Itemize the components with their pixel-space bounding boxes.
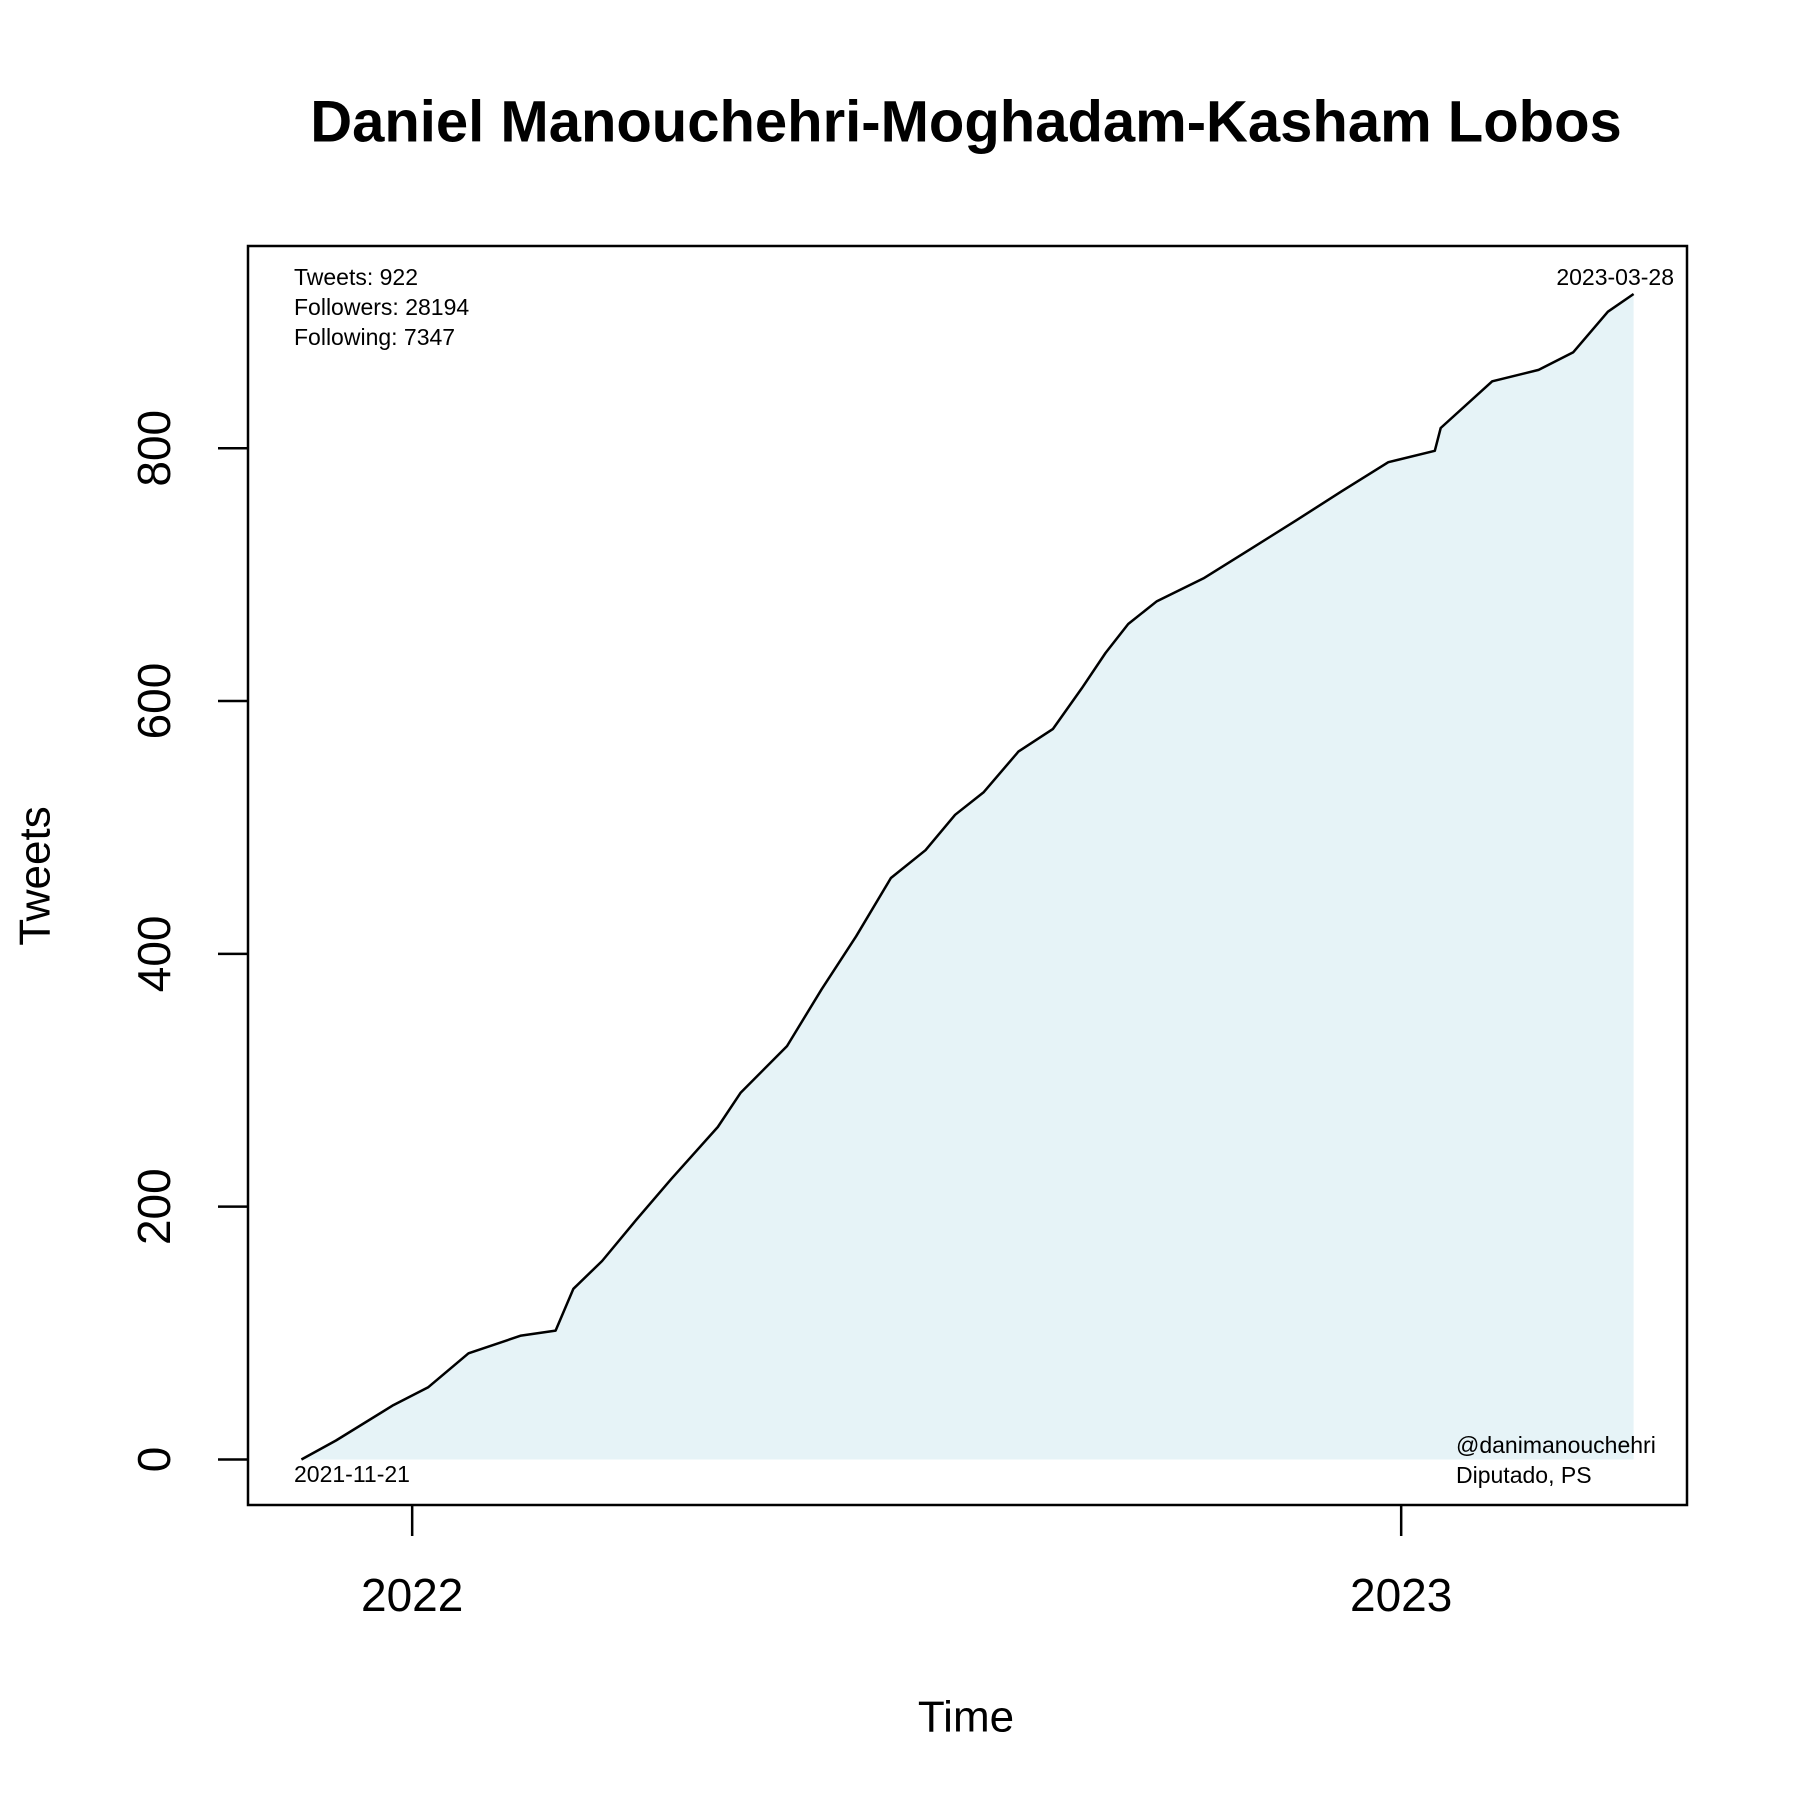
line xyxy=(300,292,1635,1461)
x-axis-title: Time xyxy=(918,1693,1014,1742)
y-tick-label: 600 xyxy=(128,663,180,740)
annotation: Following: 7347 xyxy=(294,324,455,350)
y-tick-label: 200 xyxy=(128,1168,180,1245)
x-tick-label: 2022 xyxy=(361,1569,463,1621)
y-axis-title: Tweets xyxy=(11,806,60,945)
x-tick-label: 2023 xyxy=(1350,1569,1452,1621)
y-tick-label: 400 xyxy=(128,915,180,992)
chart-title: Daniel Manouchehri-Moghadam-Kasham Lobos xyxy=(310,89,1622,154)
plot-frame xyxy=(246,244,1689,1507)
y-tick-label: 800 xyxy=(128,410,180,487)
annotation: Followers: 28194 xyxy=(294,294,469,320)
y-tick-label: 0 xyxy=(128,1447,180,1473)
annotation: Diputado, PS xyxy=(1456,1462,1592,1488)
annotation: 2023-03-28 xyxy=(1556,264,1674,290)
annotation: @danimanouchehri xyxy=(1456,1432,1656,1458)
area xyxy=(301,294,1634,1460)
plot-area xyxy=(300,292,1635,1461)
annotation: 2021-11-21 xyxy=(294,1461,410,1487)
annotation: Tweets: 922 xyxy=(294,264,418,290)
